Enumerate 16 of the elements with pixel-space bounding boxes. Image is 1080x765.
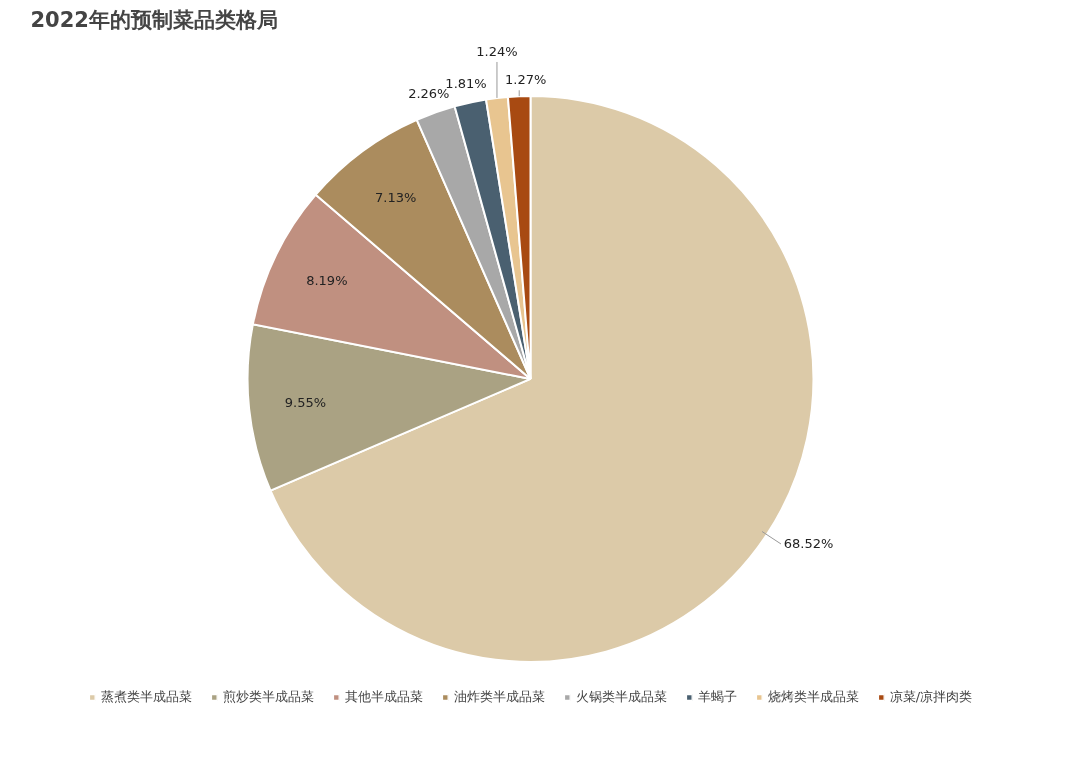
legend-label: 其他半成品菜	[344, 688, 423, 706]
legend-label: 凉菜/凉拌肉类	[889, 688, 973, 706]
data-label: 8.19%	[306, 272, 348, 288]
data-label: 7.13%	[375, 189, 417, 205]
data-label: 1.27%	[505, 72, 547, 88]
data-label: 1.24%	[476, 44, 518, 60]
data-label: 68.52%	[783, 536, 834, 552]
data-label: 9.55%	[284, 395, 327, 411]
legend-label: 羊蝎子	[697, 688, 737, 706]
legend-label: 油炸类半成品菜	[453, 688, 545, 706]
legend-label: 蒸煮类半成品菜	[100, 688, 192, 706]
data-label: 2.26%	[408, 86, 450, 102]
legend-label: 煎炒类半成品菜	[222, 688, 314, 706]
chart-title: 2022年的预制菜品类格局	[30, 7, 278, 32]
legend-label: 火锅类半成品菜	[575, 688, 667, 706]
legend-label: 烧烤类半成品菜	[767, 688, 859, 706]
